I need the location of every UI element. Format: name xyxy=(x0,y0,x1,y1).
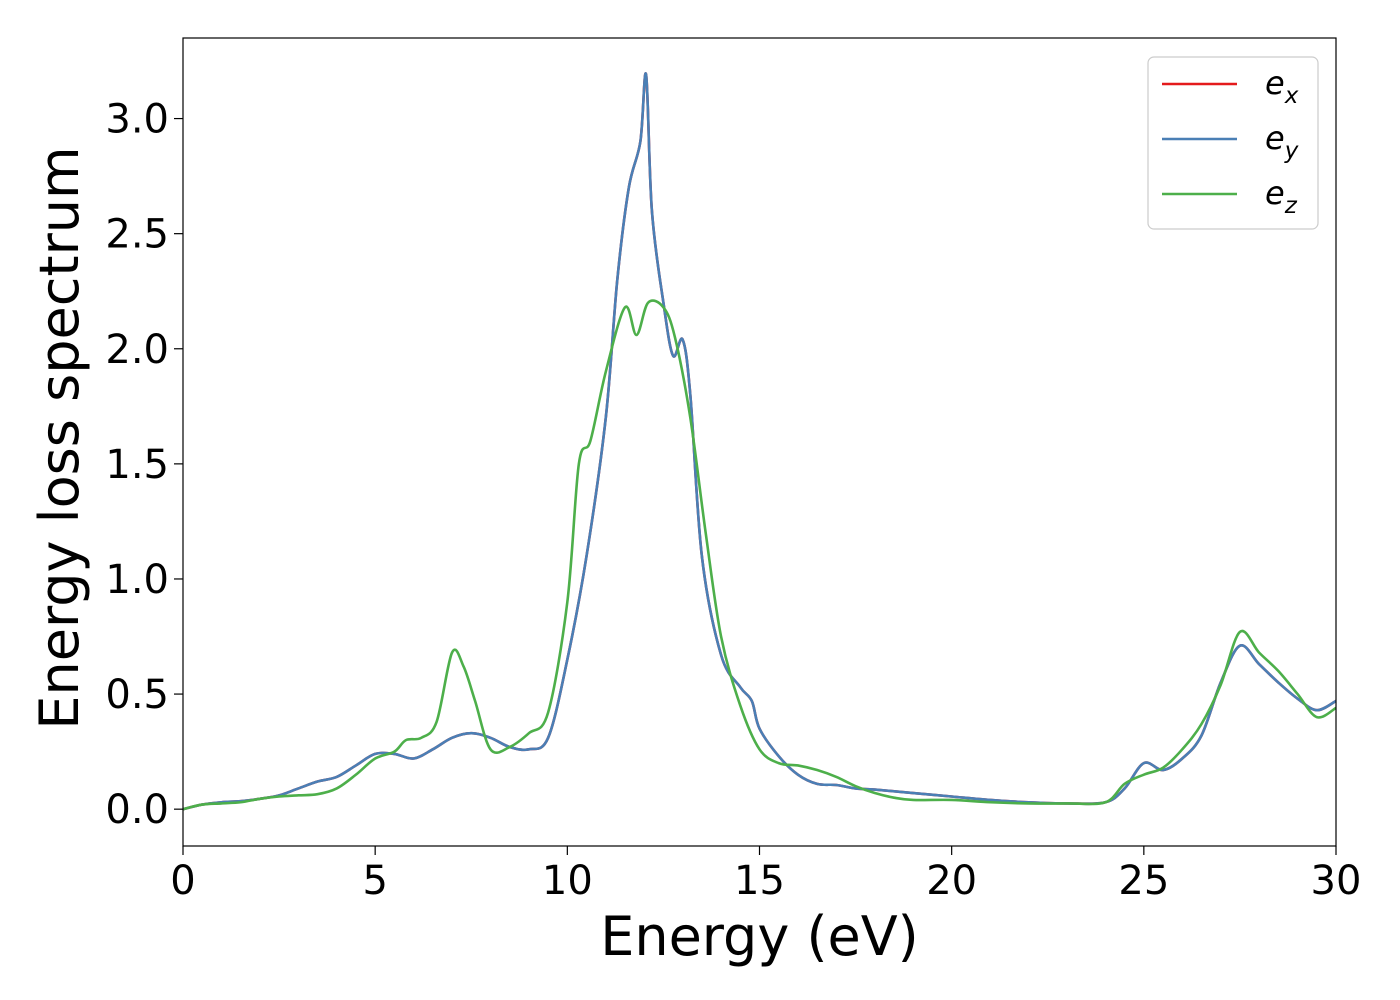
legend-entry: ez xyxy=(1265,174,1298,219)
legend-entry: ey xyxy=(1265,119,1299,164)
y-tick-label: 0.0 xyxy=(105,787,169,833)
x-tick-label: 0 xyxy=(170,858,195,904)
ticks-layer: 0 5 10 15 20 25 30 0.0 0.5 1.0 1.5 2.0 2.5 3.0 xyxy=(105,97,1361,904)
legend-box xyxy=(1147,56,1319,230)
x-tick-label: 5 xyxy=(362,858,387,904)
legend-entry: ex xyxy=(1265,64,1299,109)
legend-entry-subscript: x xyxy=(1284,83,1299,109)
legend-entry-subscript: y xyxy=(1284,138,1299,164)
y-tick-label: 1.5 xyxy=(105,442,169,488)
y-tick-label: 2.5 xyxy=(105,212,169,258)
legend-entry-name: e xyxy=(1265,64,1285,102)
x-tick-label: 15 xyxy=(734,858,785,904)
y-tick-label: 3.0 xyxy=(105,97,169,143)
y-tick-label: 2.0 xyxy=(105,327,169,373)
y-tick-label: 1.0 xyxy=(105,557,169,603)
x-tick-label: 25 xyxy=(1118,858,1169,904)
x-tick-label: 30 xyxy=(1311,858,1362,904)
x-tick-label: 10 xyxy=(542,858,593,904)
legend-entry-name: e xyxy=(1265,119,1285,157)
series-layer xyxy=(183,72,1336,811)
x-tick-label: 20 xyxy=(926,858,977,904)
x-axis-label: Energy (eV) xyxy=(600,905,919,968)
series-line-ez xyxy=(183,299,1336,811)
y-tick-label: 0.5 xyxy=(105,672,169,718)
legend-entry-subscript: z xyxy=(1284,193,1298,219)
y-axis-label: Energy loss spectrum xyxy=(28,146,91,729)
legend-entry-name: e xyxy=(1265,174,1285,212)
series-line-ey xyxy=(183,72,1336,811)
